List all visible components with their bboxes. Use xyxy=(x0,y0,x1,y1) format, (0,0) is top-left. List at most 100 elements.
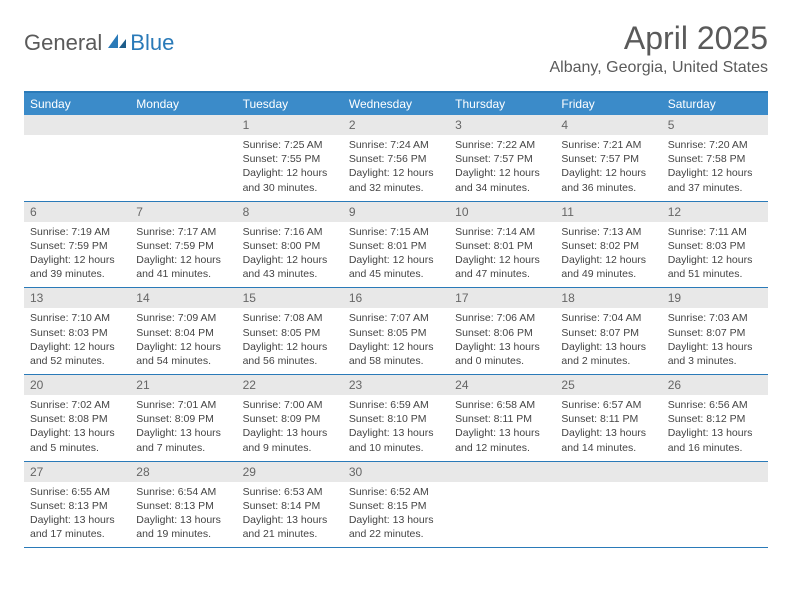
day-number: 24 xyxy=(449,375,555,395)
day-details: Sunrise: 7:22 AMSunset: 7:57 PMDaylight:… xyxy=(449,135,555,201)
day-details: Sunrise: 6:59 AMSunset: 8:10 PMDaylight:… xyxy=(343,395,449,461)
day-number: 4 xyxy=(555,115,661,135)
day-number: 26 xyxy=(662,375,768,395)
calendar-cell: 24Sunrise: 6:58 AMSunset: 8:11 PMDayligh… xyxy=(449,375,555,461)
week-row: 27Sunrise: 6:55 AMSunset: 8:13 PMDayligh… xyxy=(24,462,768,549)
day-header-tuesday: Tuesday xyxy=(237,93,343,115)
calendar-cell: 7Sunrise: 7:17 AMSunset: 7:59 PMDaylight… xyxy=(130,202,236,288)
week-row: 13Sunrise: 7:10 AMSunset: 8:03 PMDayligh… xyxy=(24,288,768,375)
day-number: 7 xyxy=(130,202,236,222)
day-number: 6 xyxy=(24,202,130,222)
calendar-cell: 21Sunrise: 7:01 AMSunset: 8:09 PMDayligh… xyxy=(130,375,236,461)
calendar-cell: 27Sunrise: 6:55 AMSunset: 8:13 PMDayligh… xyxy=(24,462,130,548)
day-details: Sunrise: 7:13 AMSunset: 8:02 PMDaylight:… xyxy=(555,222,661,288)
day-details: Sunrise: 7:10 AMSunset: 8:03 PMDaylight:… xyxy=(24,308,130,374)
day-details: Sunrise: 7:19 AMSunset: 7:59 PMDaylight:… xyxy=(24,222,130,288)
day-details: Sunrise: 7:09 AMSunset: 8:04 PMDaylight:… xyxy=(130,308,236,374)
calendar-cell: 30Sunrise: 6:52 AMSunset: 8:15 PMDayligh… xyxy=(343,462,449,548)
calendar-cell: 28Sunrise: 6:54 AMSunset: 8:13 PMDayligh… xyxy=(130,462,236,548)
calendar-cell: 2Sunrise: 7:24 AMSunset: 7:56 PMDaylight… xyxy=(343,115,449,201)
day-details: Sunrise: 7:08 AMSunset: 8:05 PMDaylight:… xyxy=(237,308,343,374)
day-number: 9 xyxy=(343,202,449,222)
calendar-cell: 12Sunrise: 7:11 AMSunset: 8:03 PMDayligh… xyxy=(662,202,768,288)
day-details: Sunrise: 6:52 AMSunset: 8:15 PMDaylight:… xyxy=(343,482,449,548)
day-details: Sunrise: 7:07 AMSunset: 8:05 PMDaylight:… xyxy=(343,308,449,374)
calendar-cell: 3Sunrise: 7:22 AMSunset: 7:57 PMDaylight… xyxy=(449,115,555,201)
calendar-cell: 25Sunrise: 6:57 AMSunset: 8:11 PMDayligh… xyxy=(555,375,661,461)
day-header-sunday: Sunday xyxy=(24,93,130,115)
calendar-cell: 16Sunrise: 7:07 AMSunset: 8:05 PMDayligh… xyxy=(343,288,449,374)
day-details: Sunrise: 7:14 AMSunset: 8:01 PMDaylight:… xyxy=(449,222,555,288)
day-header-friday: Friday xyxy=(555,93,661,115)
calendar-cell: 8Sunrise: 7:16 AMSunset: 8:00 PMDaylight… xyxy=(237,202,343,288)
calendar-cell xyxy=(555,462,661,548)
day-details: Sunrise: 6:53 AMSunset: 8:14 PMDaylight:… xyxy=(237,482,343,548)
day-details: Sunrise: 6:55 AMSunset: 8:13 PMDaylight:… xyxy=(24,482,130,548)
week-row: 6Sunrise: 7:19 AMSunset: 7:59 PMDaylight… xyxy=(24,202,768,289)
calendar-cell: 22Sunrise: 7:00 AMSunset: 8:09 PMDayligh… xyxy=(237,375,343,461)
day-details: Sunrise: 7:01 AMSunset: 8:09 PMDaylight:… xyxy=(130,395,236,461)
calendar: SundayMondayTuesdayWednesdayThursdayFrid… xyxy=(24,91,768,548)
day-number: 3 xyxy=(449,115,555,135)
calendar-cell: 9Sunrise: 7:15 AMSunset: 8:01 PMDaylight… xyxy=(343,202,449,288)
day-number: 25 xyxy=(555,375,661,395)
sail-icon xyxy=(106,32,128,55)
day-details: Sunrise: 6:56 AMSunset: 8:12 PMDaylight:… xyxy=(662,395,768,461)
location-text: Albany, Georgia, United States xyxy=(550,59,769,77)
day-number: 12 xyxy=(662,202,768,222)
day-details: Sunrise: 7:21 AMSunset: 7:57 PMDaylight:… xyxy=(555,135,661,201)
day-number: 27 xyxy=(24,462,130,482)
day-number: 10 xyxy=(449,202,555,222)
calendar-cell: 6Sunrise: 7:19 AMSunset: 7:59 PMDaylight… xyxy=(24,202,130,288)
day-header-wednesday: Wednesday xyxy=(343,93,449,115)
day-number: 18 xyxy=(555,288,661,308)
calendar-cell: 14Sunrise: 7:09 AMSunset: 8:04 PMDayligh… xyxy=(130,288,236,374)
calendar-cell: 11Sunrise: 7:13 AMSunset: 8:02 PMDayligh… xyxy=(555,202,661,288)
day-details: Sunrise: 7:16 AMSunset: 8:00 PMDaylight:… xyxy=(237,222,343,288)
header: General Blue April 2025 Albany, Georgia,… xyxy=(24,20,768,77)
calendar-cell xyxy=(662,462,768,548)
day-number: 16 xyxy=(343,288,449,308)
day-number xyxy=(662,462,768,482)
day-number: 5 xyxy=(662,115,768,135)
day-details: Sunrise: 6:57 AMSunset: 8:11 PMDaylight:… xyxy=(555,395,661,461)
day-number: 22 xyxy=(237,375,343,395)
day-number: 21 xyxy=(130,375,236,395)
day-header-thursday: Thursday xyxy=(449,93,555,115)
calendar-cell xyxy=(449,462,555,548)
day-number: 2 xyxy=(343,115,449,135)
day-number xyxy=(130,115,236,135)
day-details: Sunrise: 7:24 AMSunset: 7:56 PMDaylight:… xyxy=(343,135,449,201)
day-details: Sunrise: 7:06 AMSunset: 8:06 PMDaylight:… xyxy=(449,308,555,374)
calendar-cell: 10Sunrise: 7:14 AMSunset: 8:01 PMDayligh… xyxy=(449,202,555,288)
logo-text-general: General xyxy=(24,30,102,56)
month-title: April 2025 xyxy=(550,20,769,57)
calendar-cell: 15Sunrise: 7:08 AMSunset: 8:05 PMDayligh… xyxy=(237,288,343,374)
day-details: Sunrise: 7:00 AMSunset: 8:09 PMDaylight:… xyxy=(237,395,343,461)
logo-text-blue: Blue xyxy=(130,30,174,56)
day-number: 11 xyxy=(555,202,661,222)
day-number xyxy=(555,462,661,482)
day-number: 30 xyxy=(343,462,449,482)
day-header-saturday: Saturday xyxy=(662,93,768,115)
calendar-cell: 20Sunrise: 7:02 AMSunset: 8:08 PMDayligh… xyxy=(24,375,130,461)
week-row: 1Sunrise: 7:25 AMSunset: 7:55 PMDaylight… xyxy=(24,115,768,202)
title-block: April 2025 Albany, Georgia, United State… xyxy=(550,20,769,77)
day-number: 19 xyxy=(662,288,768,308)
day-number: 20 xyxy=(24,375,130,395)
calendar-cell xyxy=(130,115,236,201)
day-details: Sunrise: 7:03 AMSunset: 8:07 PMDaylight:… xyxy=(662,308,768,374)
calendar-cell xyxy=(24,115,130,201)
calendar-cell: 1Sunrise: 7:25 AMSunset: 7:55 PMDaylight… xyxy=(237,115,343,201)
day-details: Sunrise: 6:58 AMSunset: 8:11 PMDaylight:… xyxy=(449,395,555,461)
day-details: Sunrise: 7:20 AMSunset: 7:58 PMDaylight:… xyxy=(662,135,768,201)
day-details: Sunrise: 7:02 AMSunset: 8:08 PMDaylight:… xyxy=(24,395,130,461)
day-number: 23 xyxy=(343,375,449,395)
calendar-cell: 17Sunrise: 7:06 AMSunset: 8:06 PMDayligh… xyxy=(449,288,555,374)
logo: General Blue xyxy=(24,30,174,56)
day-number: 29 xyxy=(237,462,343,482)
day-number: 15 xyxy=(237,288,343,308)
day-number: 13 xyxy=(24,288,130,308)
day-number: 14 xyxy=(130,288,236,308)
day-number: 8 xyxy=(237,202,343,222)
